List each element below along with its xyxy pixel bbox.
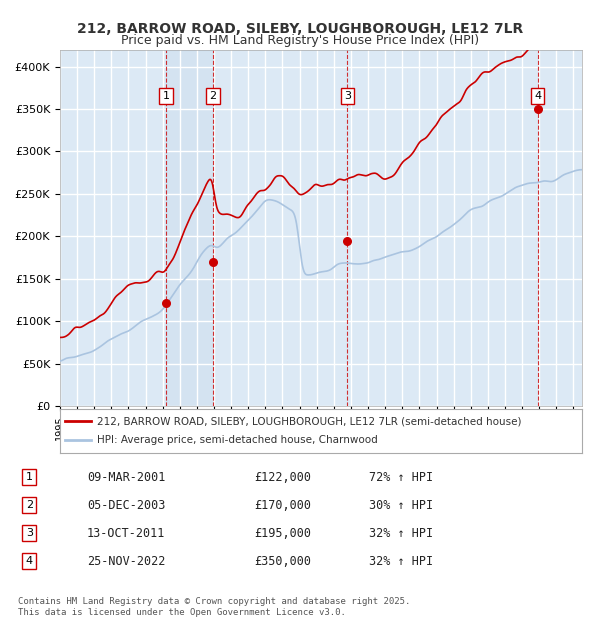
Text: 212, BARROW ROAD, SILEBY, LOUGHBOROUGH, LE12 7LR (semi-detached house): 212, BARROW ROAD, SILEBY, LOUGHBOROUGH, … [97,417,521,427]
Text: 2: 2 [26,500,33,510]
Text: 3: 3 [26,528,33,538]
Text: £170,000: £170,000 [254,498,311,511]
Text: 13-OCT-2011: 13-OCT-2011 [87,526,165,539]
Text: 1: 1 [163,91,169,101]
Text: 32% ↑ HPI: 32% ↑ HPI [369,526,433,539]
Text: £195,000: £195,000 [254,526,311,539]
Text: 72% ↑ HPI: 72% ↑ HPI [369,471,433,484]
Text: £122,000: £122,000 [254,471,311,484]
Text: HPI: Average price, semi-detached house, Charnwood: HPI: Average price, semi-detached house,… [97,435,377,445]
Text: 09-MAR-2001: 09-MAR-2001 [87,471,165,484]
Text: 30% ↑ HPI: 30% ↑ HPI [369,498,433,511]
Bar [166,50,212,406]
Text: Contains HM Land Registry data © Crown copyright and database right 2025.
This d: Contains HM Land Registry data © Crown c… [18,598,410,617]
Text: 1: 1 [26,472,33,482]
Text: £350,000: £350,000 [254,554,311,567]
Text: 4: 4 [534,91,541,101]
Text: 25-NOV-2022: 25-NOV-2022 [87,554,165,567]
Point [208,257,217,267]
Text: 05-DEC-2003: 05-DEC-2003 [87,498,165,511]
Text: 32% ↑ HPI: 32% ↑ HPI [369,554,433,567]
Point [161,298,171,308]
Text: 212, BARROW ROAD, SILEBY, LOUGHBOROUGH, LE12 7LR: 212, BARROW ROAD, SILEBY, LOUGHBOROUGH, … [77,22,523,36]
Point [343,236,352,246]
Point [533,104,542,114]
Text: 2: 2 [209,91,216,101]
Text: 3: 3 [344,91,351,101]
Text: 4: 4 [26,556,33,566]
Text: Price paid vs. HM Land Registry's House Price Index (HPI): Price paid vs. HM Land Registry's House … [121,34,479,47]
